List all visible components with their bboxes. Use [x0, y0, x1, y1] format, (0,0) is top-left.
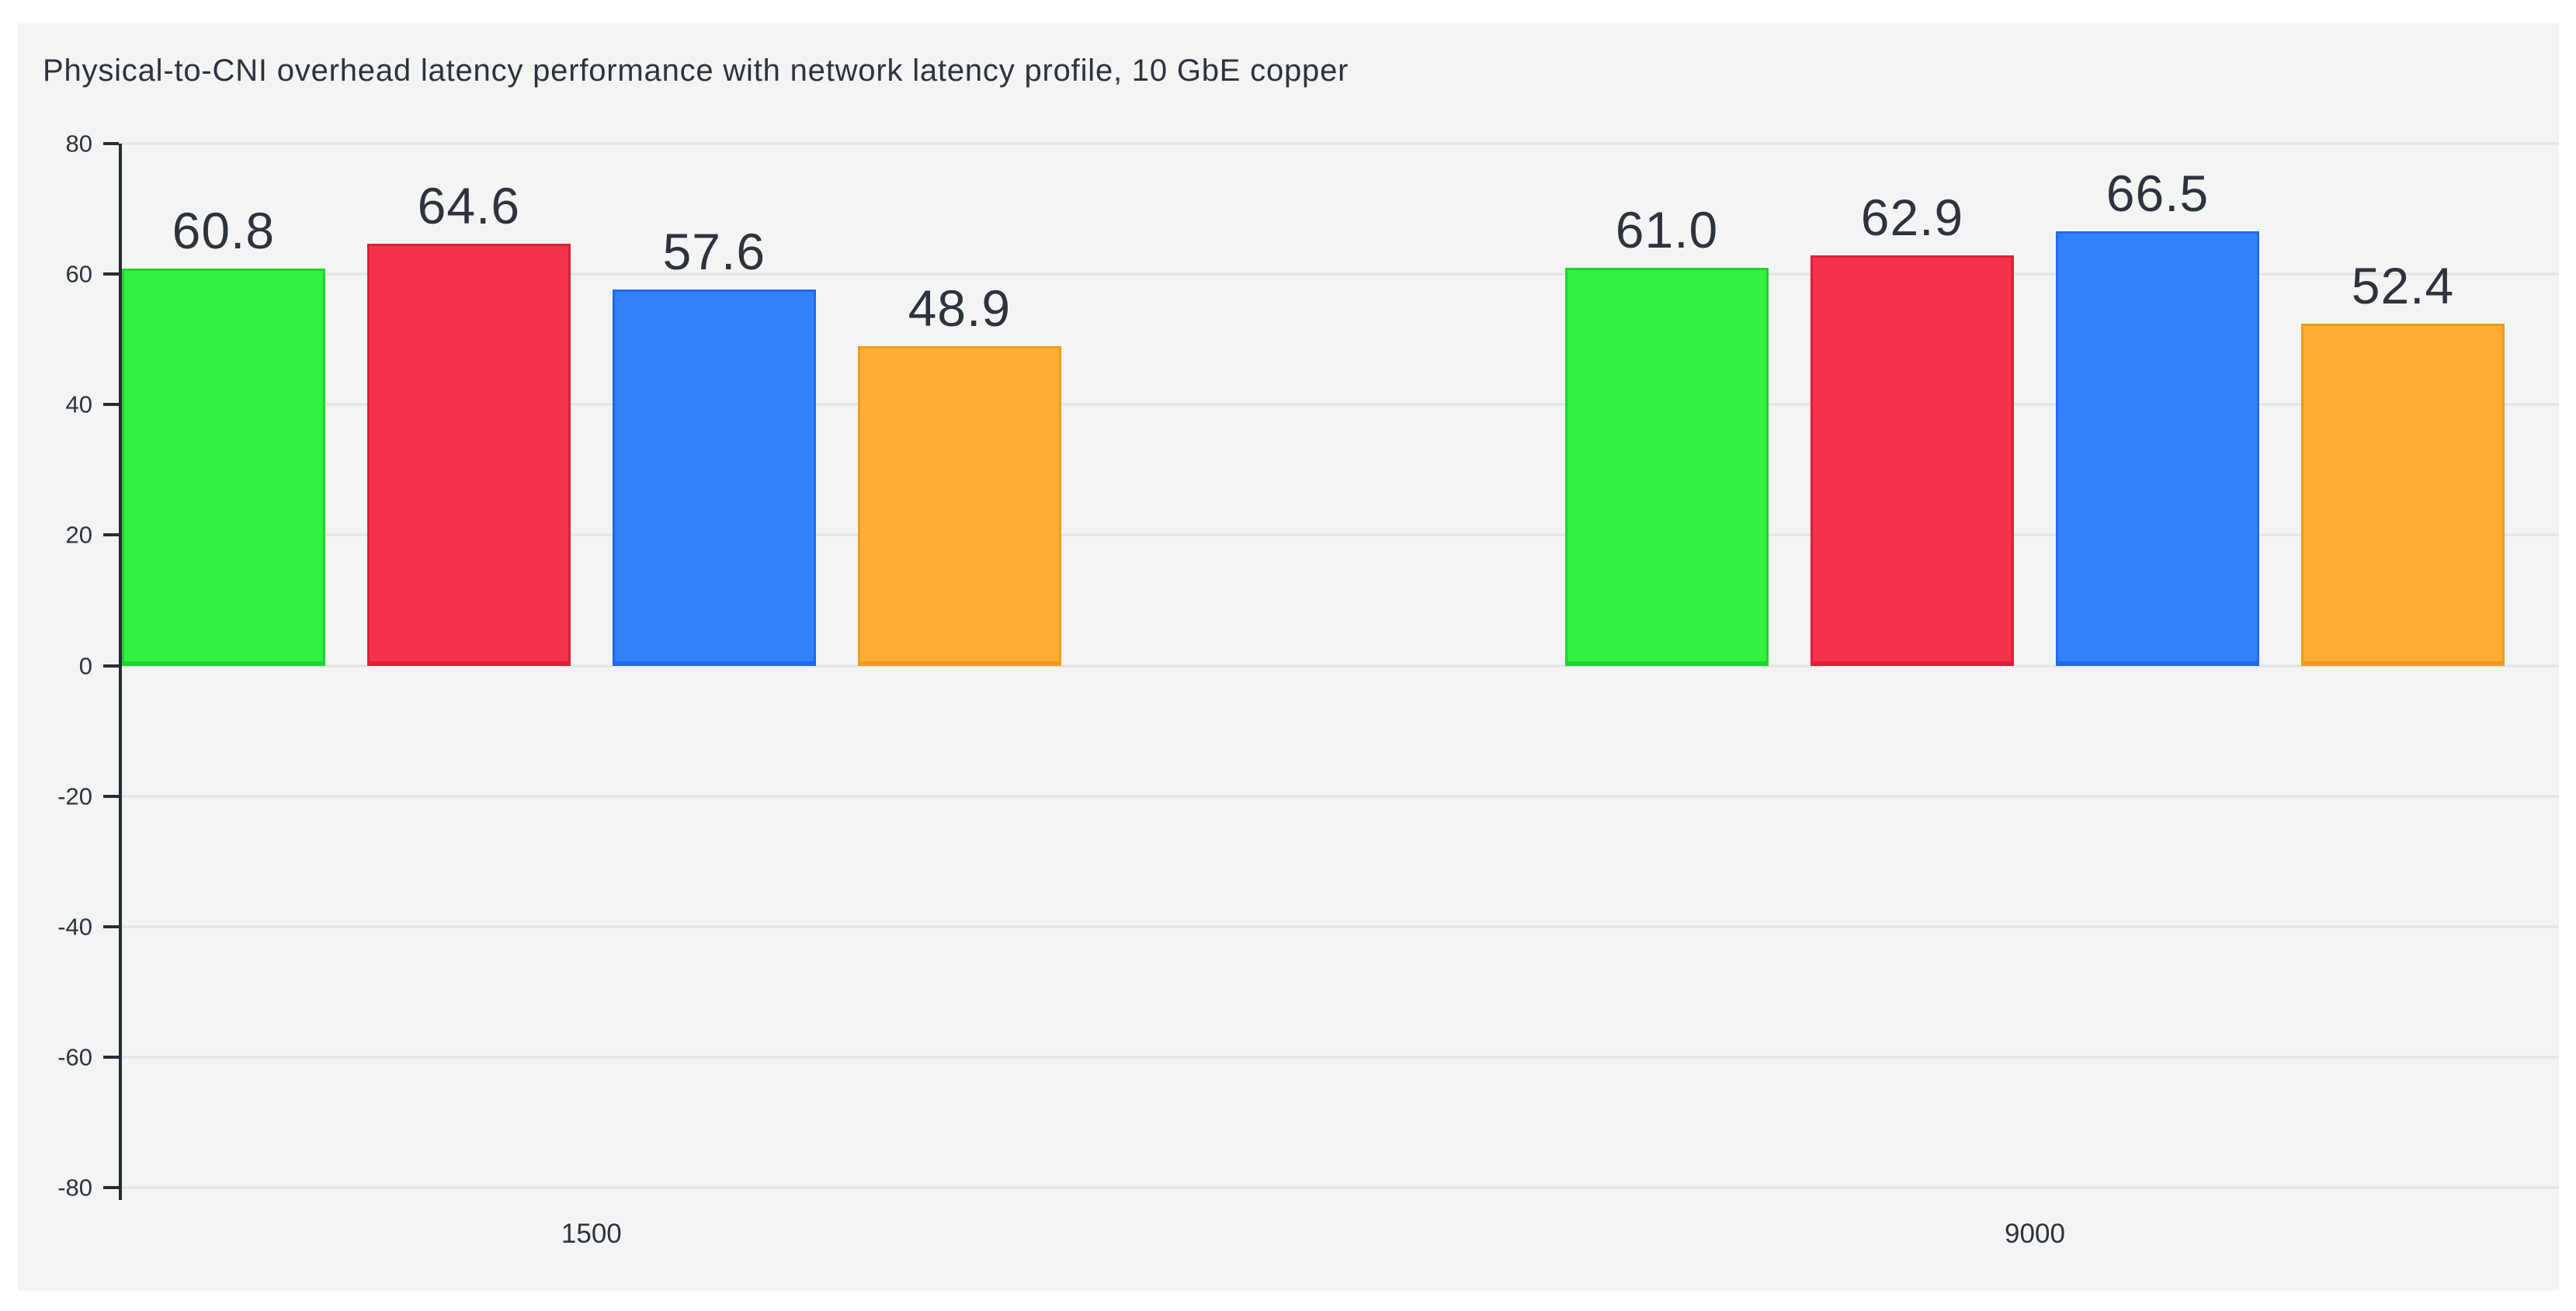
- y-tick-label: -20: [57, 782, 92, 810]
- bar-value-label: 61.0: [1615, 200, 1719, 258]
- bar-green-9000: [1565, 267, 1769, 666]
- y-tick-label: 0: [78, 652, 92, 679]
- bar-red-1500: [366, 244, 571, 666]
- y-tick-label: 80: [65, 130, 92, 158]
- bar-green-1500: [121, 269, 325, 666]
- y-axis-tick: [103, 533, 119, 537]
- chart-title: Physical-to-CNI overhead latency perform…: [43, 54, 1349, 88]
- x-tick-label-1500: 1500: [561, 1219, 622, 1249]
- y-tick-label: 60: [65, 260, 92, 288]
- gridline: [120, 272, 2559, 276]
- y-tick-label: 40: [65, 390, 92, 418]
- bar-value-label: 48.9: [908, 279, 1012, 338]
- y-axis-tick: [103, 924, 119, 928]
- plot-area: 80 60 40 20 0 -20 -40 -60 -80 60.8 64.6 57.6 48.9 150…: [57, 132, 2559, 1247]
- y-axis-tick: [103, 664, 119, 668]
- bar-blue-9000: [2056, 231, 2259, 666]
- bar-value-label: 52.4: [2351, 257, 2455, 315]
- y-tick-label: -60: [57, 1043, 92, 1071]
- gridline: [120, 795, 2559, 798]
- gridline: [120, 664, 2559, 667]
- y-axis-line: [119, 144, 122, 1200]
- gridline: [120, 1056, 2559, 1059]
- chart-panel: Physical-to-CNI overhead latency perform…: [18, 23, 2559, 1291]
- gridline: [120, 142, 2559, 145]
- bar-value-label: 64.6: [417, 177, 521, 235]
- bar-value-label: 60.8: [172, 202, 276, 260]
- y-axis-tick: [103, 1186, 119, 1189]
- x-tick-label-9000: 9000: [2005, 1219, 2065, 1249]
- y-axis-tick: [103, 142, 119, 145]
- bar-orange-1500: [857, 346, 1061, 666]
- y-axis-tick: [103, 403, 119, 407]
- bar-blue-1500: [612, 290, 816, 666]
- y-axis-tick: [103, 1055, 119, 1059]
- bar-red-9000: [1810, 255, 2014, 666]
- bar-orange-9000: [2300, 324, 2505, 666]
- gridline: [120, 1186, 2559, 1189]
- y-tick-label: 20: [65, 521, 92, 549]
- bar-value-label: 62.9: [1860, 188, 1964, 246]
- y-tick-label: -80: [57, 1174, 92, 1202]
- bar-value-label: 57.6: [662, 223, 766, 281]
- gridline: [120, 533, 2559, 536]
- y-tick-label: -40: [57, 913, 92, 941]
- y-axis-tick: [103, 272, 119, 276]
- gridline: [120, 925, 2559, 928]
- bar-value-label: 66.5: [2106, 165, 2210, 223]
- y-axis-tick: [103, 794, 119, 798]
- gridline: [120, 403, 2559, 406]
